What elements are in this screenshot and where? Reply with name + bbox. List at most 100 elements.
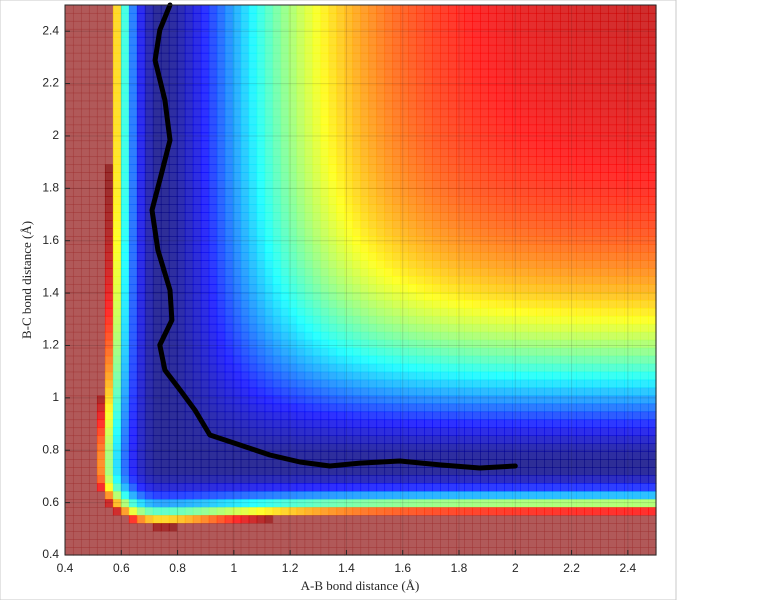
surface-cell <box>352 156 362 166</box>
surface-cell <box>104 228 114 237</box>
surface-cell <box>136 299 146 309</box>
surface-cell <box>304 283 314 293</box>
surface-cell <box>296 196 306 205</box>
surface-cell <box>216 252 226 261</box>
surface-cell <box>128 523 138 532</box>
surface-cell <box>192 299 202 309</box>
surface-cell <box>440 291 449 301</box>
surface-cell <box>256 491 266 500</box>
surface-cell <box>192 28 202 38</box>
surface-cell <box>65 204 74 213</box>
surface-cell <box>104 315 114 325</box>
surface-cell <box>272 252 282 261</box>
surface-cell <box>600 92 609 102</box>
surface-cell <box>592 403 601 413</box>
surface-cell <box>112 539 122 548</box>
surface-cell <box>256 196 266 205</box>
surface-cell <box>152 172 162 181</box>
surface-cell <box>616 419 625 429</box>
surface-cell <box>352 515 362 524</box>
surface-cell <box>344 363 354 373</box>
surface-cell <box>480 100 489 110</box>
surface-cell <box>320 172 330 181</box>
surface-cell <box>512 108 521 118</box>
surface-cell <box>536 419 545 429</box>
surface-cell <box>264 395 274 405</box>
surface-cell <box>80 220 90 229</box>
surface-cell <box>368 307 378 317</box>
surface-cell <box>384 140 394 150</box>
surface-cell <box>304 299 314 309</box>
surface-cell <box>624 307 633 317</box>
surface-cell <box>88 435 98 444</box>
surface-cell <box>440 515 449 524</box>
surface-cell <box>544 291 553 301</box>
surface-cell <box>280 307 290 317</box>
surface-cell <box>336 276 346 285</box>
surface-cell <box>552 260 561 269</box>
surface-cell <box>184 52 194 62</box>
surface-cell <box>632 387 641 397</box>
surface-cell <box>120 323 130 333</box>
surface-cell <box>544 315 553 325</box>
surface-cell <box>208 36 218 46</box>
surface-cell <box>304 5 314 14</box>
surface-cell <box>480 36 489 46</box>
surface-cell <box>112 507 122 516</box>
surface-cell <box>272 347 282 357</box>
surface-cell <box>480 419 489 429</box>
surface-cell <box>496 475 505 484</box>
surface-cell <box>72 331 82 341</box>
surface-cell <box>368 36 378 46</box>
surface-cell <box>440 252 449 261</box>
surface-cell <box>536 363 545 373</box>
surface-cell <box>128 395 138 405</box>
surface-cell <box>448 268 457 277</box>
surface-cell <box>632 539 641 548</box>
surface-cell <box>176 196 186 205</box>
surface-cell <box>440 20 449 30</box>
surface-cell <box>216 387 226 397</box>
surface-cell <box>392 347 402 357</box>
surface-cell <box>384 156 394 166</box>
surface-cell <box>496 92 505 102</box>
surface-cell <box>464 427 473 437</box>
surface-cell <box>224 491 234 500</box>
surface-cell <box>264 355 274 365</box>
surface-cell <box>376 515 386 524</box>
surface-cell <box>272 188 282 197</box>
surface-cell <box>112 100 122 110</box>
surface-cell <box>560 355 569 365</box>
surface-cell <box>120 331 130 341</box>
surface-cell <box>512 539 521 548</box>
surface-cell <box>272 124 282 134</box>
surface-cell <box>568 427 577 437</box>
surface-cell <box>440 172 449 181</box>
surface-cell <box>272 339 282 349</box>
surface-cell <box>640 60 649 70</box>
surface-cell <box>456 100 465 110</box>
surface-cell <box>224 467 234 476</box>
surface-cell <box>280 5 290 14</box>
surface-cell <box>272 260 282 269</box>
surface-cell <box>504 531 513 540</box>
surface-cell <box>296 68 306 78</box>
surface-cell <box>104 411 114 421</box>
surface-cell <box>65 515 74 524</box>
surface-cell <box>544 148 553 158</box>
surface-cell <box>352 419 362 429</box>
surface-cell <box>200 148 210 158</box>
surface-cell <box>344 60 354 70</box>
surface-cell <box>376 499 386 508</box>
surface-cell <box>256 76 266 86</box>
surface-cell <box>96 499 106 508</box>
surface-cell <box>408 507 418 516</box>
surface-cell <box>184 148 194 158</box>
surface-cell <box>464 315 473 325</box>
surface-cell <box>592 395 601 405</box>
surface-cell <box>104 164 114 173</box>
surface-cell <box>240 52 250 62</box>
surface-cell <box>304 156 314 166</box>
surface-cell <box>424 539 433 548</box>
surface-cell <box>376 100 386 110</box>
